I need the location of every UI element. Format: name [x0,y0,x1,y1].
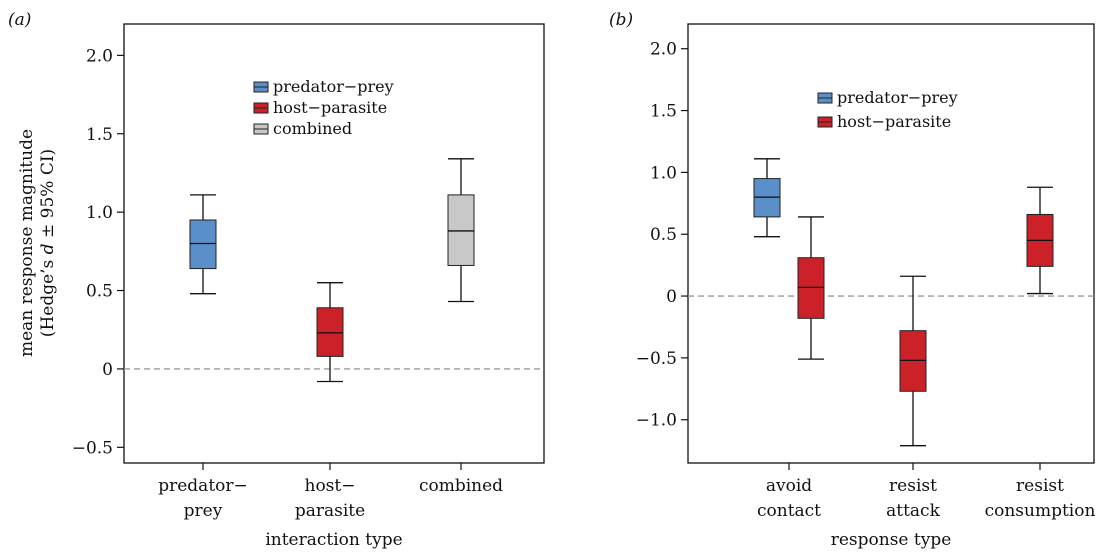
x-axis-title: response type [831,530,952,550]
box-host-parasite [797,216,825,360]
x-category-label: attack [886,501,940,521]
y-tick-label: −0.5 [636,349,677,369]
box-host-parasite [1026,186,1054,295]
legend-label: predator−prey [273,77,394,96]
y-tick-label: 0 [102,360,113,380]
legend-label: host−parasite [273,98,387,117]
y-tick-label: −0.5 [72,438,113,458]
y-tick-label: 2.0 [86,46,113,66]
x-category-label: resist [889,476,937,496]
panel-label: (a) [8,10,31,30]
box-host-parasite [316,282,344,383]
plot-frame [123,23,545,464]
y-axis-title: mean response magnitude [17,129,37,357]
x-category-label: prey [184,501,223,521]
x-category-label: contact [757,501,821,521]
box-host-parasite [899,275,927,447]
x-category-label: predator− [158,476,248,496]
legend: predator−prey host−parasite combined [253,77,394,138]
legend-label: predator−prey [837,88,958,107]
chart-panel-a: (a)−0.500.51.01.52.0predator−preyhost−pa… [8,10,545,550]
y-tick-label: 1.0 [86,203,113,223]
y-tick-label: 0 [666,287,677,307]
y-tick-label: 0.5 [86,282,113,302]
box-iqr [189,219,217,270]
y-tick-label: 0.5 [650,225,677,245]
x-category-label: consumption [985,501,1096,521]
x-category-label: host− [305,476,356,496]
x-category-label: resist [1016,476,1064,496]
box-iqr [447,194,475,266]
y-tick-label: 1.5 [650,102,677,122]
legend-label: host−parasite [837,112,951,131]
box-predator-prey [189,194,217,295]
x-category-label: avoid [766,476,812,496]
x-category-label: combined [419,476,503,496]
y-tick-label: −1.0 [636,411,677,431]
y-tick-label: 2.0 [650,40,677,60]
legend-label: combined [273,119,352,138]
x-axis-title: interaction type [265,530,402,550]
box-combined [447,158,475,303]
chart-panel-b: (b) −1.0 −0.5 0 0.5 1.0 1.5 2.0 avoid contact resi… [609,10,1095,550]
plot-frame [687,23,1095,464]
panel-label: (b) [609,10,633,30]
x-category-label: parasite [295,501,365,521]
y-axis-title-line2: (Hedge’s d ± 95% CI) [38,149,58,337]
box-iqr [316,307,344,357]
y-tick-label: 1.0 [650,163,677,183]
y-tick-label: 1.5 [86,125,113,145]
legend: predator−prey host−parasite [817,88,958,131]
box-predator-prey [753,158,781,238]
